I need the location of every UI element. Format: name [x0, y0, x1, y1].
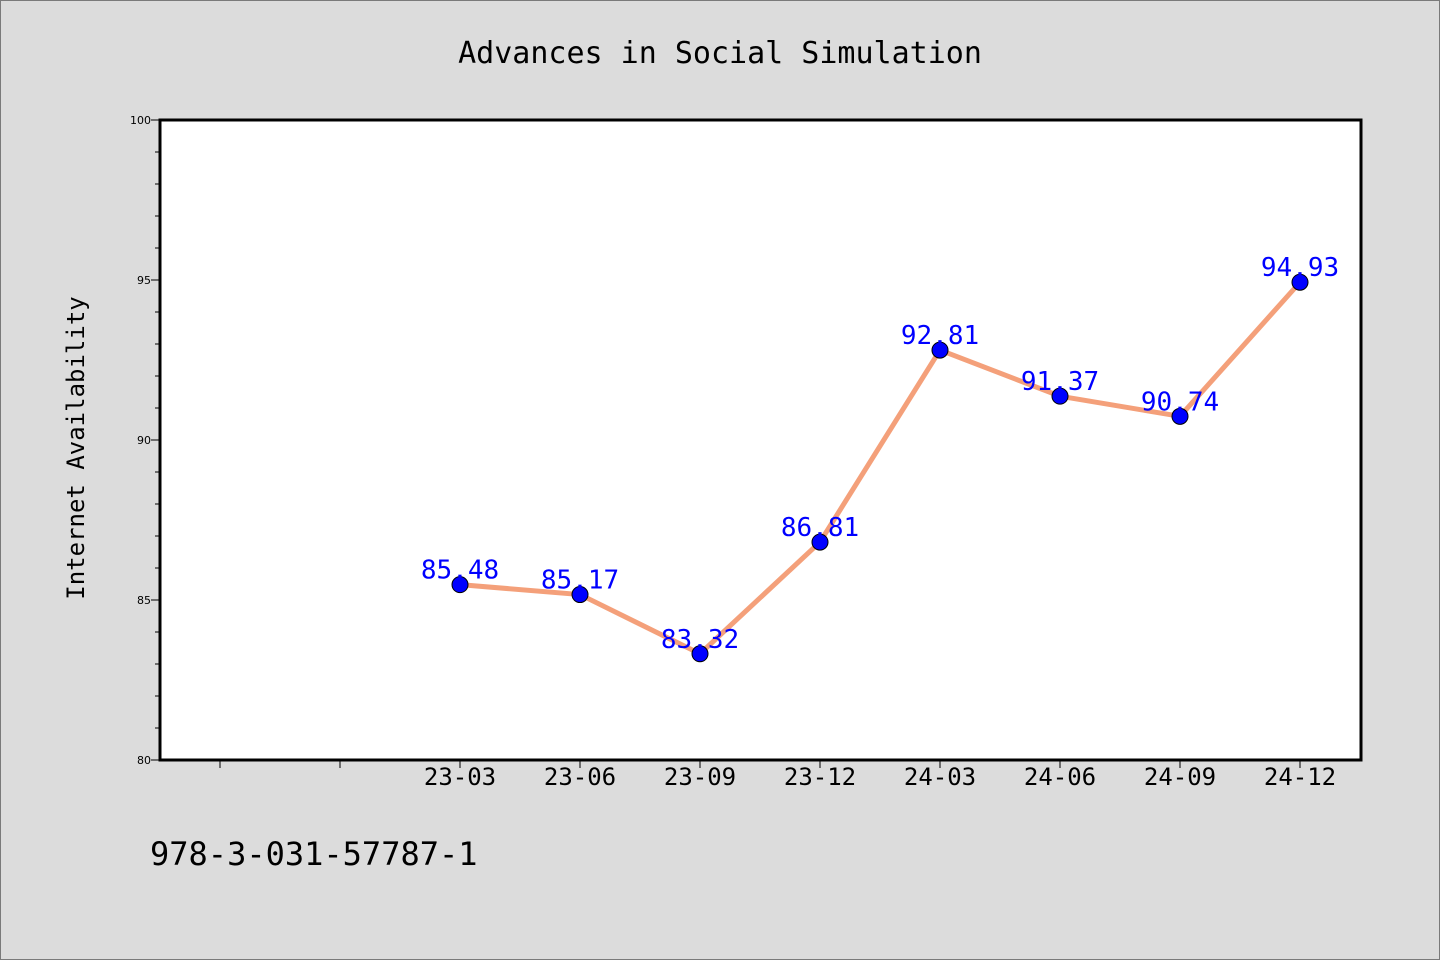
x-tick-label: 23-03 [424, 763, 496, 791]
data-point [811, 533, 829, 551]
y-axis-label: Internet Availability [62, 296, 90, 599]
axis-ticks: 80 85 90 95 100 23-03 23-06 23-09 23-12 24-03 24-0… [130, 114, 1336, 791]
x-tick-label: 24-06 [1024, 763, 1096, 791]
data-label: 90.74 [1141, 387, 1219, 417]
x-tick-label: 24-09 [1144, 763, 1216, 791]
data-point [931, 341, 949, 359]
y-tick-label: 95 [137, 274, 151, 287]
plot-area [158, 118, 1363, 762]
data-label: 94.93 [1261, 253, 1339, 283]
isbn-footer: 978-3-031-57787-1 [150, 835, 478, 873]
series-line [457, 279, 1303, 657]
chart-title: Advances in Social Simulation [458, 36, 982, 71]
x-tick-label: 23-12 [784, 763, 856, 791]
data-label: 83.32 [661, 625, 739, 655]
y-tick-label: 100 [130, 114, 151, 127]
x-tick-label: 24-03 [904, 763, 976, 791]
y-tick-label: 90 [137, 434, 151, 447]
data-point [1171, 407, 1189, 425]
data-label: 85.48 [421, 556, 499, 586]
x-tick-label: 23-06 [544, 763, 616, 791]
data-point [1051, 387, 1069, 405]
data-label: 91.37 [1021, 367, 1099, 397]
data-label: 86.81 [781, 513, 859, 543]
x-tick-label: 24-12 [1264, 763, 1336, 791]
x-tick-label: 23-09 [664, 763, 736, 791]
y-tick-label: 85 [137, 594, 151, 607]
data-point [691, 645, 709, 663]
series-line-group: 85.48 85.17 83.32 86.81 92.81 91.37 90.74 94.93 [421, 253, 1339, 663]
y-tick-label: 80 [137, 754, 151, 767]
data-point [1291, 273, 1309, 291]
data-point [571, 586, 589, 604]
data-point [451, 576, 469, 594]
data-label: 92.81 [901, 321, 979, 351]
data-label: 85.17 [541, 566, 619, 596]
